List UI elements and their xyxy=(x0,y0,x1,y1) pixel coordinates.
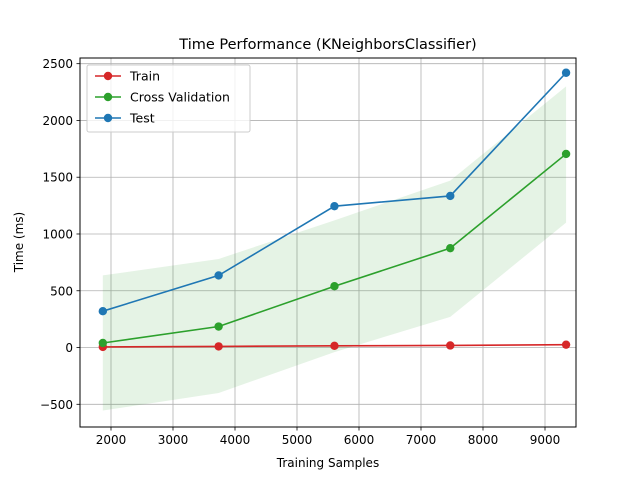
y-tick-label: 2500 xyxy=(42,57,73,71)
legend-label-cross-validation: Cross Validation xyxy=(130,90,230,105)
data-point-test xyxy=(561,68,571,77)
data-point-test xyxy=(214,271,223,280)
y-axis-label: Time (ms) xyxy=(12,212,26,274)
y-tick-label: 0 xyxy=(65,341,73,355)
x-tick-label: 2000 xyxy=(96,433,127,447)
x-axis-label: Training Samples xyxy=(276,456,379,470)
legend: Train Cross Validation Test xyxy=(86,64,251,133)
x-tick-label: 5000 xyxy=(282,433,313,447)
data-point-cross-validation xyxy=(561,149,571,159)
data-point-test xyxy=(98,306,108,316)
data-point-cross-validation xyxy=(214,322,223,331)
data-point-train xyxy=(446,341,455,350)
legend-label-train: Train xyxy=(129,69,160,84)
plot-frame xyxy=(79,57,577,428)
x-tick-label: 6000 xyxy=(344,433,375,447)
tick-layer: 2000 3000 4000 5000 6000 7000 8000 9000 −500 0 500… xyxy=(40,57,560,447)
x-tick-label: 4000 xyxy=(220,433,251,447)
x-tick-label: 8000 xyxy=(468,433,499,447)
legend-box xyxy=(86,64,251,133)
data-point-test xyxy=(330,201,339,211)
data-point-cross-validation xyxy=(446,243,455,253)
y-tick-label: 2000 xyxy=(42,114,73,128)
data-point-train xyxy=(214,342,223,351)
legend-marker-cross-validation xyxy=(103,92,113,102)
y-tick-label: 1500 xyxy=(42,171,73,185)
x-tick-label: 7000 xyxy=(406,433,437,447)
x-tick-label: 9000 xyxy=(530,433,561,447)
y-tick-label: −500 xyxy=(40,398,73,412)
series-layer xyxy=(98,68,571,352)
data-point-train xyxy=(330,341,339,351)
data-point-cross-validation xyxy=(330,282,339,291)
chart-title: Time Performance (KNeighborsClassifier) xyxy=(178,37,476,53)
legend-marker-test xyxy=(103,113,113,123)
legend-marker-train xyxy=(103,71,113,81)
data-point-train xyxy=(561,340,571,349)
x-tick-label: 3000 xyxy=(158,433,189,447)
y-tick-label: 1000 xyxy=(42,227,73,241)
legend-label-test: Test xyxy=(129,111,155,126)
data-point-test xyxy=(446,191,455,201)
data-point-cross-validation xyxy=(98,338,108,348)
y-tick-label: 500 xyxy=(50,284,73,298)
